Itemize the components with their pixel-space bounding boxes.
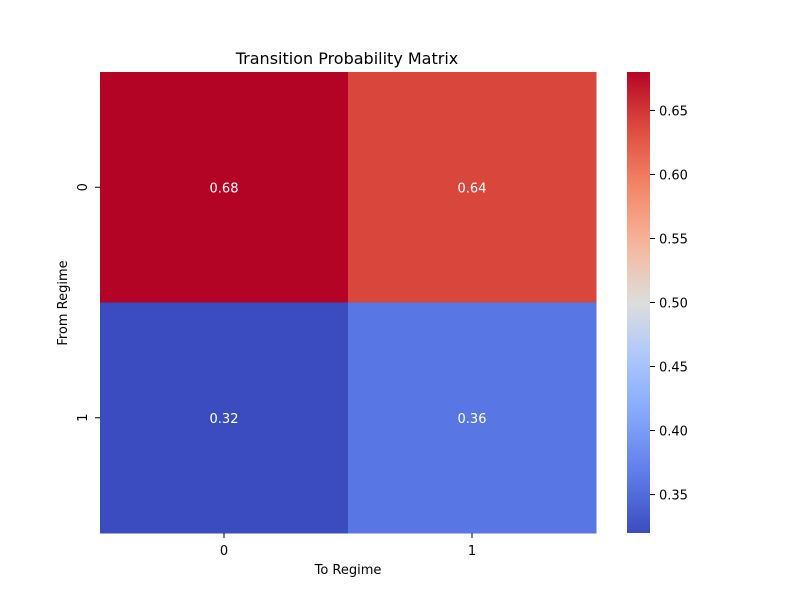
x-axis-label: To Regime xyxy=(314,563,382,578)
colorbar: 0.35 0.40 0.45 0.50 0.55 0.60 0.65 xyxy=(627,72,688,533)
cell-label-r1-c1: 0.36 xyxy=(458,412,487,427)
y-tick-label-0: 0 xyxy=(76,183,91,191)
heatmap-cell-r1-c1 xyxy=(348,302,597,534)
colorbar-tick-label-0: 0.35 xyxy=(659,489,688,504)
x-tick-label-1: 1 xyxy=(468,544,476,559)
heatmap-cells xyxy=(100,72,597,534)
y-axis-label: From Regime xyxy=(56,260,71,345)
heatmap-cell-r0-c0 xyxy=(100,72,349,303)
x-tick-label-0: 0 xyxy=(220,544,228,559)
colorbar-tick-label-1: 0.40 xyxy=(659,425,688,440)
colorbar-tick-label-2: 0.45 xyxy=(659,361,688,376)
cell-label-r0-c0: 0.68 xyxy=(210,181,239,196)
heatmap-cell-r1-c0 xyxy=(100,302,349,534)
colorbar-tick-label-4: 0.55 xyxy=(659,232,688,247)
cell-labels: 0.68 0.64 0.32 0.36 xyxy=(210,181,487,427)
colorbar-tick-label-5: 0.60 xyxy=(659,168,688,183)
cell-label-r0-c1: 0.64 xyxy=(458,181,487,196)
y-tick-label-1: 1 xyxy=(76,414,91,422)
colorbar-tick-label-6: 0.65 xyxy=(659,104,688,119)
chart-title: Transition Probability Matrix xyxy=(235,49,459,68)
cell-label-r1-c0: 0.32 xyxy=(210,412,239,427)
y-axis: 01 xyxy=(76,183,100,422)
heatmap-cell-r0-c1 xyxy=(348,72,597,303)
colorbar-gradient xyxy=(627,72,650,533)
colorbar-tick-label-3: 0.50 xyxy=(659,297,688,312)
